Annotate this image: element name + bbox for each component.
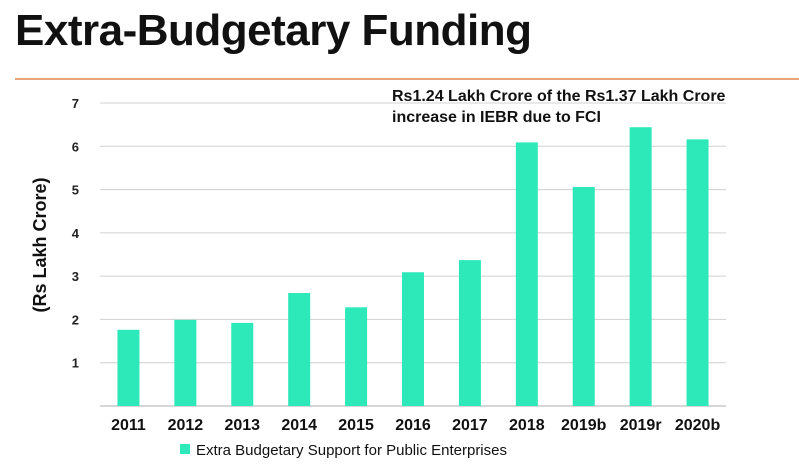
- x-tick-label: 2016: [395, 417, 431, 434]
- y-tick-label: 1: [72, 356, 79, 371]
- x-tick-label: 2019r: [620, 417, 662, 434]
- bar-2019b: [572, 186, 595, 406]
- title-divider: [15, 78, 799, 80]
- x-tick-label: 2019b: [561, 417, 607, 434]
- annotation-line-2: increase in IEBR due to FCI: [392, 109, 601, 126]
- gridlines: [100, 102, 726, 364]
- page-title: Extra-Budgetary Funding: [15, 6, 532, 55]
- bars: [117, 127, 709, 407]
- bar-2015: [345, 307, 368, 406]
- x-tick-label: 2015: [338, 417, 374, 434]
- bar-2019r: [629, 127, 652, 407]
- bar-2016: [402, 272, 424, 406]
- x-tick-label: 2020b: [675, 417, 721, 434]
- x-tick-label: 2014: [281, 417, 317, 434]
- x-tick-label: 2017: [452, 417, 488, 434]
- annotation-line-1: Rs1.24 Lakh Crore of the Rs1.37 Lakh Cro…: [392, 88, 726, 105]
- bar-2018: [515, 142, 538, 406]
- bar-2020b: [686, 139, 709, 407]
- x-axis-ticks: 2011 2012 2013 2014 2015 2016 2017 2018 2019b 201…: [111, 417, 720, 434]
- bar-2014: [288, 293, 311, 406]
- bar-2017: [458, 260, 481, 406]
- bar-2011: [117, 329, 140, 406]
- x-tick-label: 2011: [111, 417, 146, 434]
- y-tick-label: 4: [72, 226, 80, 241]
- y-tick-label: 7: [72, 96, 79, 111]
- x-tick-label: 2013: [224, 417, 260, 434]
- y-tick-label: 6: [72, 139, 79, 154]
- bar-2013: [231, 322, 254, 406]
- legend-swatch: [180, 444, 190, 454]
- x-tick-label: 2012: [168, 417, 204, 434]
- y-axis-label: (Rs Lakh Crore): [30, 177, 50, 312]
- x-tick-label: 2018: [509, 417, 545, 434]
- y-tick-label: 3: [72, 269, 79, 284]
- y-axis-ticks: 1 2 3 4 5 6 7: [72, 96, 80, 371]
- bar-2012: [174, 319, 197, 406]
- legend-label: Extra Budgetary Support for Public Enter…: [196, 442, 507, 459]
- y-tick-label: 2: [72, 312, 79, 327]
- y-tick-label: 5: [72, 183, 79, 198]
